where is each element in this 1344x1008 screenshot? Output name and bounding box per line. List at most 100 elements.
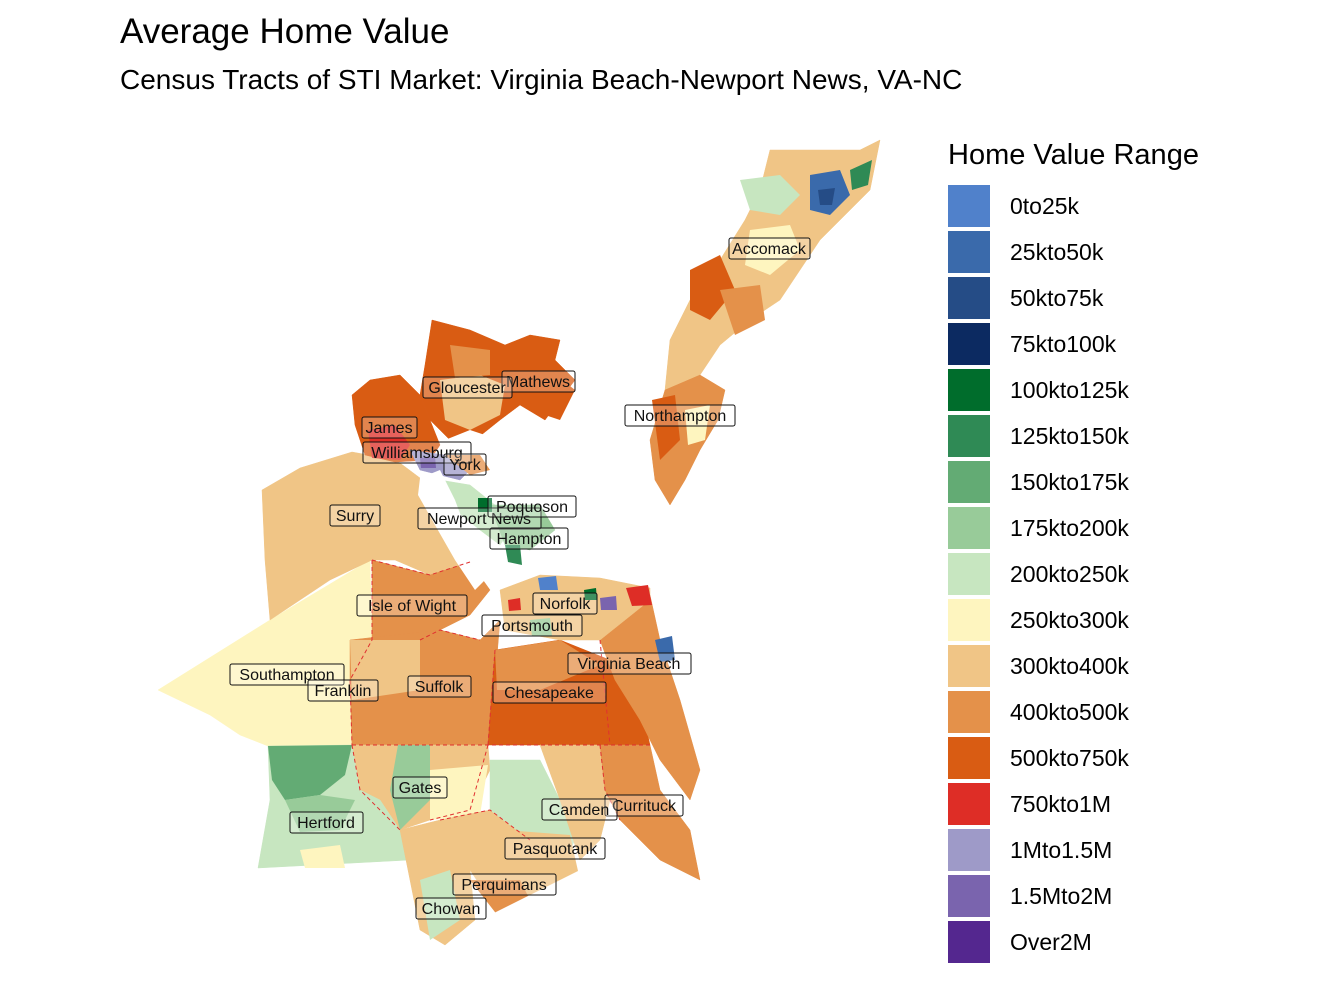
county-label-franklin: Franklin bbox=[307, 679, 379, 702]
legend-label: 100kto125k bbox=[1010, 377, 1129, 403]
legend-swatch bbox=[948, 323, 990, 365]
accomack-coastal-tract bbox=[690, 255, 735, 320]
svg-text:Gloucester: Gloucester bbox=[428, 380, 506, 397]
legend-label: 175kto200k bbox=[1010, 515, 1129, 541]
svg-text:Virginia Beach: Virginia Beach bbox=[578, 656, 681, 673]
legend-swatch bbox=[948, 921, 990, 963]
map-subtitle: Census Tracts of STI Market: Virginia Be… bbox=[120, 64, 963, 95]
svg-text:Pasquotank: Pasquotank bbox=[513, 841, 599, 858]
county-label-portsmouth: Portsmouth bbox=[481, 614, 583, 637]
legend-swatch bbox=[948, 783, 990, 825]
gates-green-tract bbox=[390, 745, 430, 830]
legend-item: 750kto1M bbox=[948, 781, 1328, 827]
norfolk-red-tract bbox=[626, 585, 652, 606]
york-river bbox=[445, 430, 500, 455]
james-river bbox=[418, 470, 490, 590]
county-label-suffolk: Suffolk bbox=[407, 675, 472, 698]
svg-text:Portsmouth: Portsmouth bbox=[491, 618, 573, 635]
legend-swatch bbox=[948, 829, 990, 871]
svg-text:Chowan: Chowan bbox=[422, 901, 481, 918]
legend-label: 75kto100k bbox=[1010, 331, 1117, 357]
svg-text:Williamsburg: Williamsburg bbox=[371, 445, 463, 462]
county-boundaries bbox=[349, 559, 650, 841]
svg-text:Mathews: Mathews bbox=[506, 374, 570, 391]
legend-label: Over2M bbox=[1010, 929, 1092, 955]
hertford-south-tract bbox=[300, 845, 345, 868]
county-label-gates: Gates bbox=[392, 776, 448, 799]
svg-text:Newport News: Newport News bbox=[427, 511, 531, 528]
legend-item: 125kto150k bbox=[948, 413, 1328, 459]
legend-swatch bbox=[948, 461, 990, 503]
legend-item: 0to25k bbox=[948, 183, 1328, 229]
hertford-mid-tract bbox=[285, 795, 355, 832]
legend-swatch bbox=[948, 875, 990, 917]
mathews-region bbox=[505, 370, 575, 420]
legend-swatch bbox=[948, 231, 990, 273]
legend-item: 50kto75k bbox=[948, 275, 1328, 321]
svg-text:Accomack: Accomack bbox=[732, 241, 807, 258]
svg-text:Suffolk: Suffolk bbox=[415, 679, 465, 696]
legend-label: 400kto500k bbox=[1010, 699, 1129, 725]
county-label-isle-of-wight: Isle of Wight bbox=[356, 594, 468, 617]
legend-swatch bbox=[948, 553, 990, 595]
county-label-york: York bbox=[443, 453, 487, 476]
svg-text:Poquoson: Poquoson bbox=[496, 499, 568, 516]
legend-label: 300kto400k bbox=[1010, 653, 1129, 679]
accomack-north-tract bbox=[740, 175, 800, 215]
county-label-chesapeake: Chesapeake bbox=[492, 681, 607, 704]
svg-text:Surry: Surry bbox=[336, 508, 374, 525]
legend-swatch bbox=[948, 369, 990, 411]
svg-text:Franklin: Franklin bbox=[315, 683, 372, 700]
legend-item: 1Mto1.5M bbox=[948, 827, 1328, 873]
pasquotank-tract bbox=[505, 830, 580, 890]
legend-item: 500kto750k bbox=[948, 735, 1328, 781]
legend-items: 0to25k 25kto50k 50kto75k 75kto100k 100kto125… bbox=[948, 183, 1328, 965]
county-label-camden: Camden bbox=[541, 798, 618, 821]
gloucester-center-tract bbox=[440, 375, 505, 430]
legend-label: 250kto300k bbox=[1010, 607, 1129, 633]
legend-item: 150kto175k bbox=[948, 459, 1328, 505]
legend-label: 125kto150k bbox=[1010, 423, 1129, 449]
norfolk-blue-tract bbox=[538, 576, 558, 590]
york-purple-tract bbox=[420, 456, 436, 468]
county-label-hertford: Hertford bbox=[289, 811, 364, 834]
county-label-pasquotank: Pasquotank bbox=[504, 837, 606, 860]
map-legend: Home Value Range 0to25k 25kto50k 50kto75k 7… bbox=[948, 136, 1328, 965]
svg-text:Northampton: Northampton bbox=[634, 408, 727, 425]
county-label-northampton: Northampton bbox=[624, 404, 736, 427]
legend-label: 25kto50k bbox=[1010, 239, 1104, 265]
legend-item: 1.5Mto2M bbox=[948, 873, 1328, 919]
county-label-hampton: Hampton bbox=[489, 527, 569, 550]
legend-swatch bbox=[948, 277, 990, 319]
legend-title: Home Value Range bbox=[948, 139, 1199, 171]
svg-text:Perquimans: Perquimans bbox=[461, 877, 546, 894]
legend-item: 75kto100k bbox=[948, 321, 1328, 367]
svg-text:Camden: Camden bbox=[549, 802, 609, 819]
svg-text:Gates: Gates bbox=[399, 780, 442, 797]
legend-item: 25kto50k bbox=[948, 229, 1328, 275]
svg-text:York: York bbox=[449, 457, 481, 474]
legend-swatch bbox=[948, 691, 990, 733]
legend-swatch bbox=[948, 185, 990, 227]
portsmouth-red-tract bbox=[508, 598, 521, 611]
county-label-mathews: Mathews bbox=[501, 370, 576, 393]
northampton-yellow-tract bbox=[685, 405, 710, 445]
svg-text:Isle of Wight: Isle of Wight bbox=[368, 598, 457, 615]
gloucester-north-tract bbox=[450, 345, 490, 378]
svg-text:Hampton: Hampton bbox=[497, 531, 562, 548]
county-label-surry: Surry bbox=[329, 504, 381, 527]
svg-text:Hertford: Hertford bbox=[297, 815, 355, 832]
legend-label: 1.5Mto2M bbox=[1010, 883, 1113, 909]
albemarle-sound bbox=[470, 850, 720, 965]
county-labels: Accomack Mathews Gloucester Northampton … bbox=[229, 237, 811, 920]
legend-swatch bbox=[948, 599, 990, 641]
county-label-chowan: Chowan bbox=[415, 897, 487, 920]
svg-text:Chesapeake: Chesapeake bbox=[504, 685, 594, 702]
legend-item: 400kto500k bbox=[948, 689, 1328, 735]
county-label-currituck: Currituck bbox=[604, 794, 684, 817]
legend-item: Over2M bbox=[948, 919, 1328, 965]
county-label-virginia-beach: Virginia Beach bbox=[567, 652, 692, 675]
vb-blue-tract bbox=[655, 636, 675, 662]
county-label-gloucester: Gloucester bbox=[422, 376, 513, 399]
